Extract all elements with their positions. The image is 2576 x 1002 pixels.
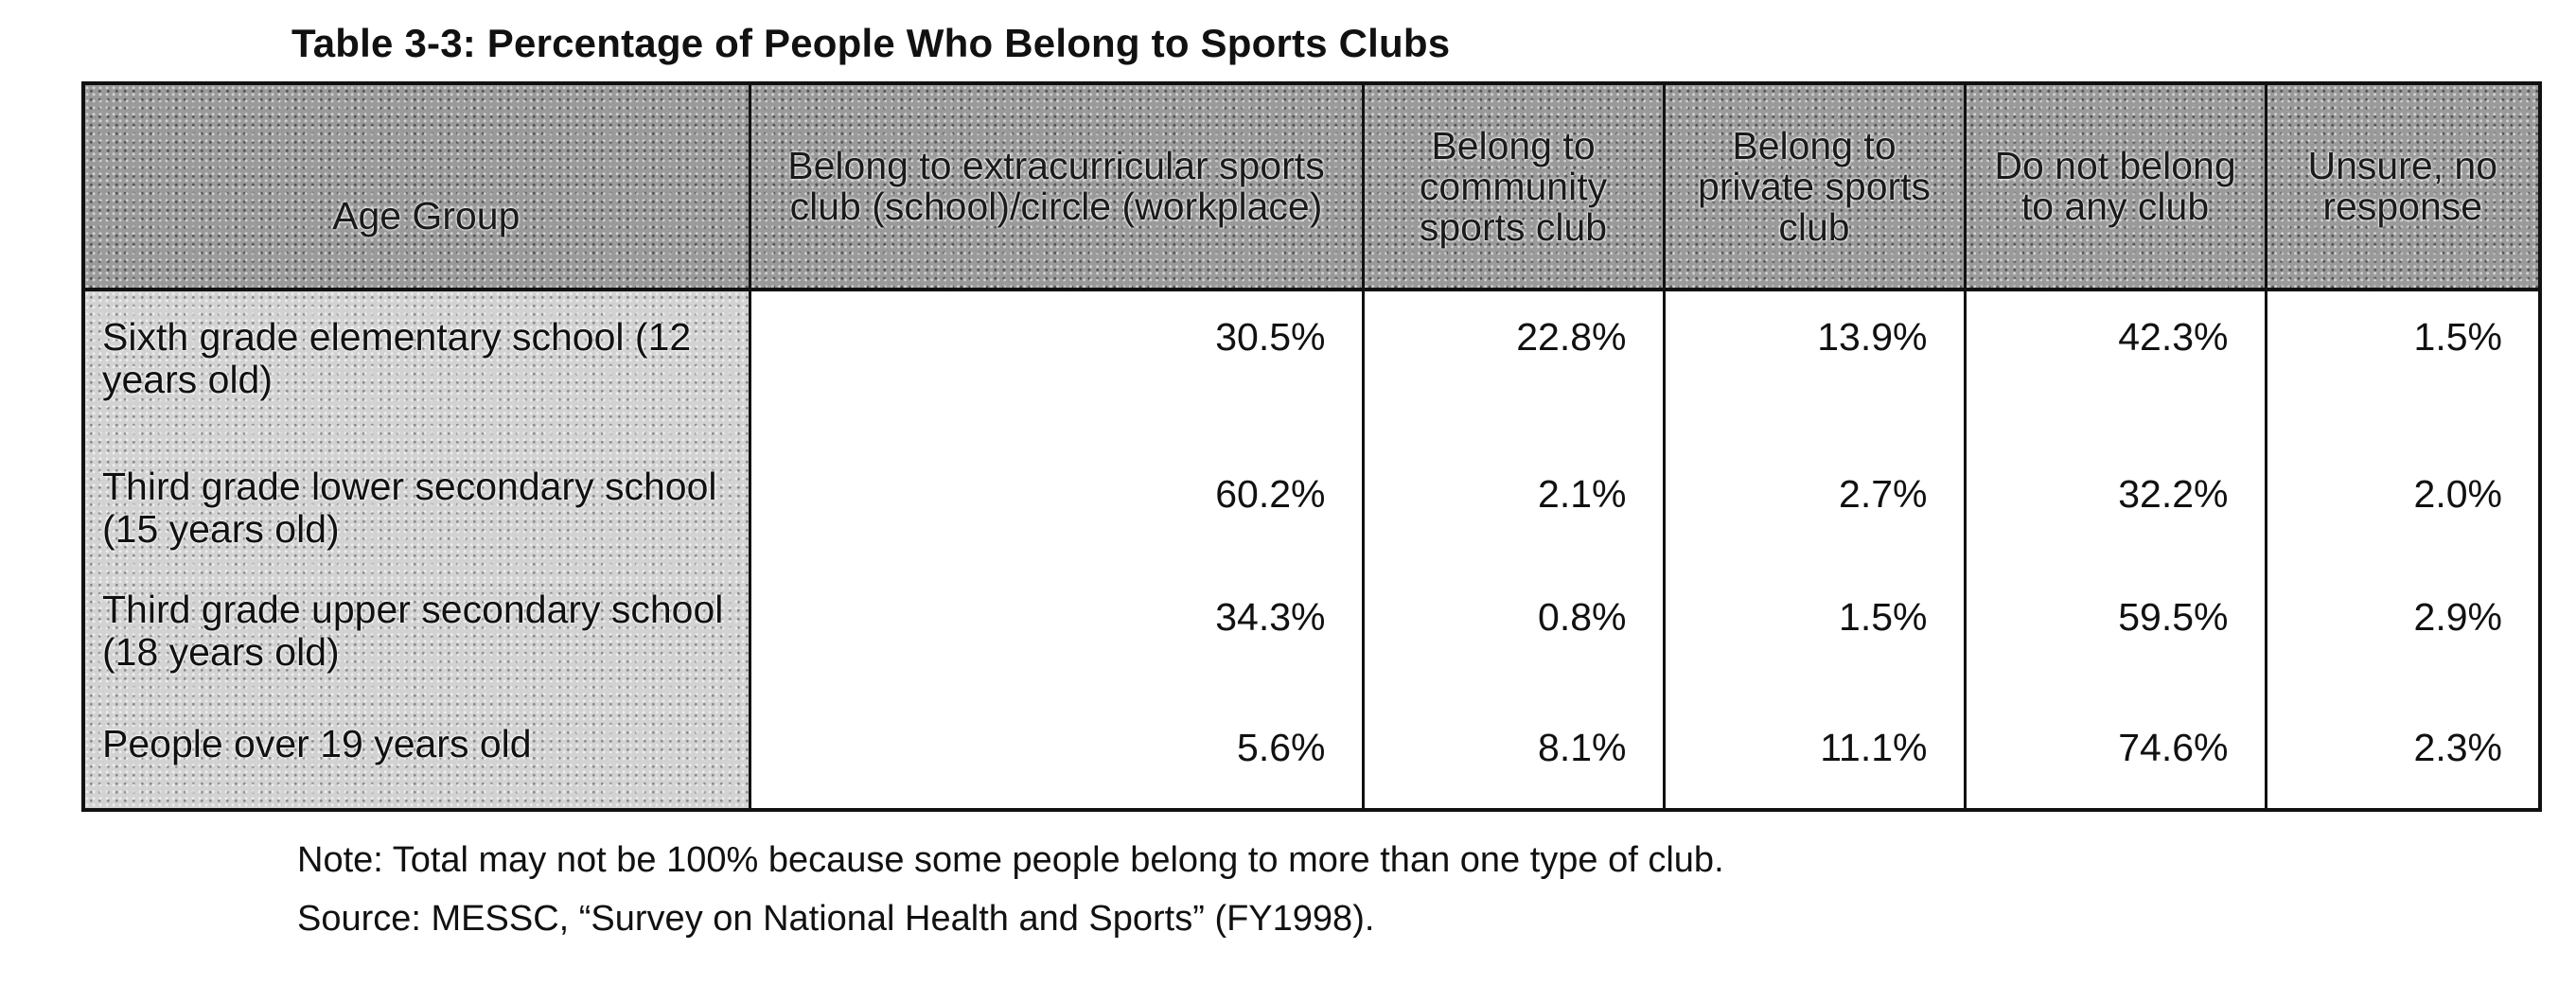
table-cell: 22.8% bbox=[1361, 290, 1664, 456]
table-cell: 1.5% bbox=[1662, 579, 1965, 710]
header-community-club: Belong to community sports club bbox=[1361, 83, 1664, 291]
table-cell: 11.1% bbox=[1662, 710, 1965, 810]
row-label: Third grade lower secondary school (15 y… bbox=[83, 456, 750, 579]
table-cell: 0.8% bbox=[1361, 579, 1664, 710]
table-row: Third grade lower secondary school (15 y… bbox=[83, 456, 2540, 579]
table-cell: 13.9% bbox=[1662, 290, 1965, 456]
table-cell: 74.6% bbox=[1963, 710, 2266, 810]
table-cell: 59.5% bbox=[1963, 579, 2266, 710]
table-row: Third grade upper secondary school (18 y… bbox=[83, 579, 2540, 710]
header-row: Age Group Belong to extracurricular spor… bbox=[83, 83, 2540, 291]
table-cell: 5.6% bbox=[748, 710, 1363, 810]
header-age-group: Age Group bbox=[83, 83, 750, 291]
table-cell: 60.2% bbox=[748, 456, 1363, 579]
sports-club-table: Age Group Belong to extracurricular spor… bbox=[81, 81, 2542, 812]
header-no-club: Do not belong to any club bbox=[1963, 83, 2266, 291]
table-cell: 42.3% bbox=[1963, 290, 2266, 456]
table-cell: 32.2% bbox=[1963, 456, 2266, 579]
table-note: Note: Total may not be 100% because some… bbox=[297, 840, 1724, 880]
table-source: Source: MESSC, “Survey on National Healt… bbox=[297, 899, 1375, 939]
table-cell: 2.7% bbox=[1662, 456, 1965, 579]
table-cell: 30.5% bbox=[748, 290, 1363, 456]
table-cell: 1.5% bbox=[2264, 290, 2540, 456]
header-private-club: Belong to private sports club bbox=[1662, 83, 1965, 291]
row-label: Third grade upper secondary school (18 y… bbox=[83, 579, 750, 710]
table-cell: 2.1% bbox=[1361, 456, 1664, 579]
header-unsure: Unsure, no response bbox=[2264, 83, 2540, 291]
table-cell: 8.1% bbox=[1361, 710, 1664, 810]
table-cell: 2.0% bbox=[2264, 456, 2540, 579]
header-extracurricular-club: Belong to extracurricular sports club (s… bbox=[748, 83, 1363, 291]
row-label: Sixth grade elementary school (12 years … bbox=[83, 290, 750, 456]
table-cell: 2.3% bbox=[2264, 710, 2540, 810]
table-row: Sixth grade elementary school (12 years … bbox=[83, 290, 2540, 456]
table-cell: 2.9% bbox=[2264, 579, 2540, 710]
table-cell: 34.3% bbox=[748, 579, 1363, 710]
table-row: People over 19 years old 5.6% 8.1% 11.1%… bbox=[83, 710, 2540, 810]
table-title: Table 3-3: Percentage of People Who Belo… bbox=[291, 21, 1451, 65]
row-label: People over 19 years old bbox=[83, 710, 750, 810]
